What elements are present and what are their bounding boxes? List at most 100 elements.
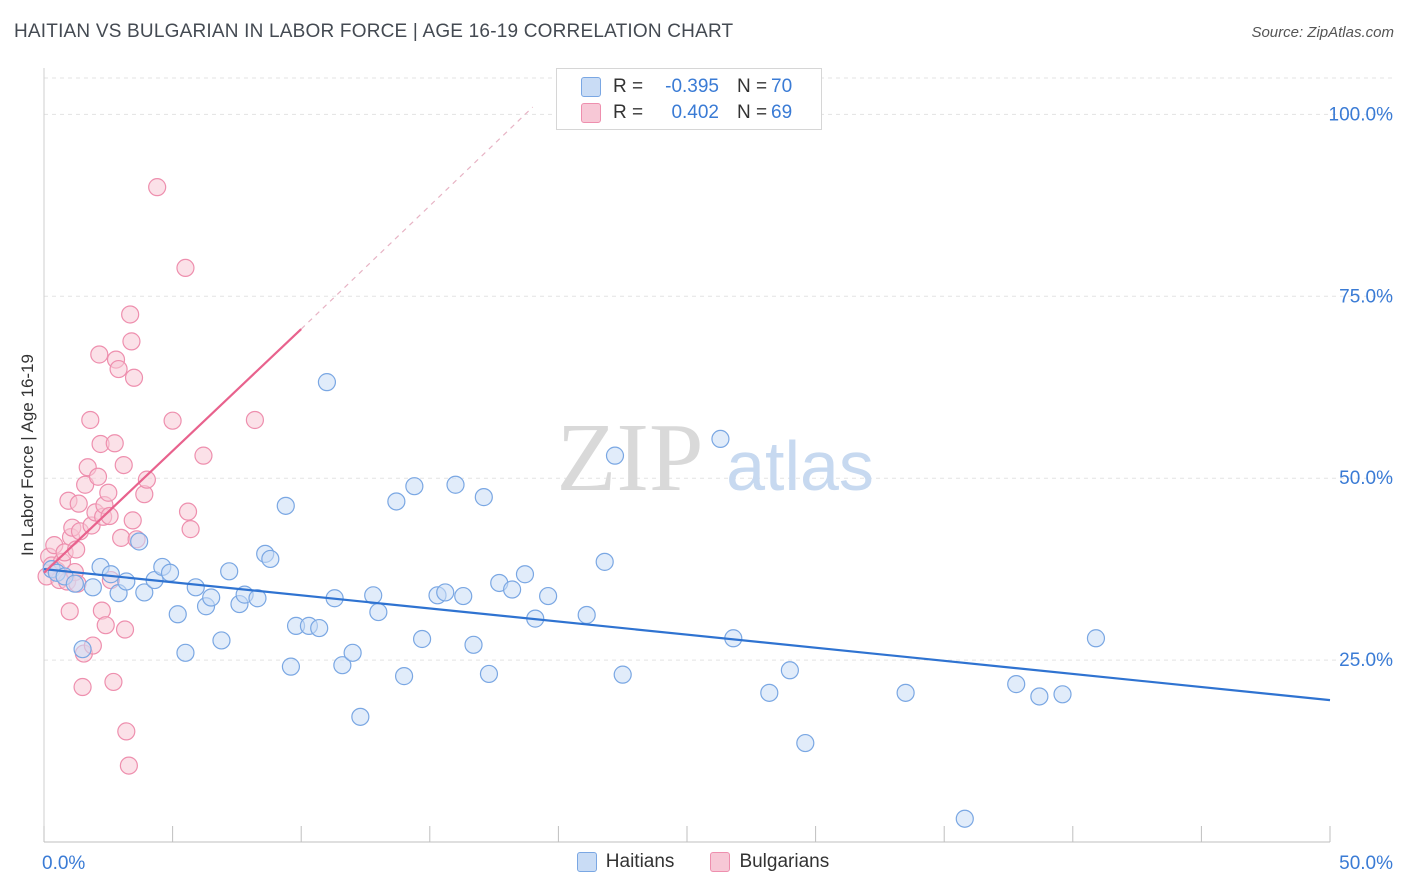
haitian-point — [405, 477, 424, 496]
haitian-point — [464, 635, 483, 654]
haitian-point — [351, 707, 370, 726]
haitian-point — [186, 578, 205, 597]
source-credit: Source: ZipAtlas.com — [1251, 24, 1394, 41]
bulgarian-point — [96, 616, 115, 635]
x-tick-label: 0.0% — [42, 853, 85, 874]
haitian-point — [446, 475, 465, 494]
bulgarian-points — [37, 178, 265, 775]
haitian-point — [454, 586, 473, 606]
y-tick-label: 100.0% — [1329, 104, 1394, 125]
haitian-point — [515, 565, 535, 584]
tick-labels: 25.0% 50.0% 75.0% 100.0% 0.0% 50.0% — [42, 104, 1393, 874]
bulgarian-point — [81, 410, 100, 430]
haitian-point — [343, 643, 362, 662]
n-label: N = — [737, 102, 768, 123]
r-value: 0.402 — [671, 102, 719, 123]
bulgarian-swatch — [581, 103, 601, 123]
haitian-point — [310, 618, 329, 638]
chart-title: HAITIAN VS BULGARIAN IN LABOR FORCE | AG… — [14, 21, 734, 42]
haitian-point — [394, 667, 414, 686]
haitian-point — [595, 552, 614, 571]
bulgarian-point — [194, 446, 213, 465]
bulgarian-point — [99, 483, 118, 502]
watermark-zip: ZIP — [557, 404, 704, 512]
bulgarian-point — [119, 756, 138, 775]
haitian-point — [1007, 675, 1026, 694]
haitian-point — [220, 562, 239, 581]
haitian-point — [412, 629, 432, 649]
bulgarian-point — [109, 359, 128, 379]
n-label: N = — [737, 76, 768, 97]
bulgarian-trend-extension — [300, 106, 534, 330]
haitian-point — [796, 733, 815, 753]
stats-row-haitians: R = -0.395 N = 70 — [581, 74, 792, 100]
haitian-point — [474, 488, 493, 507]
haitian-point — [436, 583, 455, 602]
haitian-point — [955, 809, 974, 828]
haitian-point — [896, 683, 915, 702]
haitian-point — [1053, 685, 1072, 704]
correlation-stats-box: R = -0.395 N = 70 R = 0.402 N = 69 — [556, 68, 822, 130]
grid-layer — [44, 77, 1392, 661]
haitian-point — [539, 586, 558, 606]
bulgarian-point — [114, 455, 133, 475]
bulgarian-point — [73, 677, 92, 697]
r-value: -0.395 — [665, 76, 719, 97]
bulgarian-point — [88, 467, 108, 486]
bulgarian-point — [100, 506, 119, 526]
bulgarian-point — [123, 511, 142, 530]
bulgarian-point — [76, 475, 95, 494]
bulgarian-point — [115, 620, 135, 639]
haitian-point — [503, 580, 522, 599]
haitian-trend-line — [43, 568, 1331, 702]
haitian-point — [83, 578, 102, 597]
haitian-point — [479, 664, 499, 684]
n-value: 69 — [771, 102, 793, 123]
bulgarian-point — [69, 494, 88, 513]
n-value: 70 — [771, 76, 793, 97]
bulgarian-point — [178, 502, 198, 521]
chart-legend: Haitians Bulgarians — [0, 851, 1406, 873]
bulgarian-swatch — [710, 852, 731, 872]
axis-layer — [43, 68, 1331, 843]
bulgarian-point — [245, 410, 265, 430]
haitian-point — [135, 583, 154, 602]
r-label: R = — [613, 102, 644, 123]
haitian-point — [160, 563, 180, 582]
bulgarian-point — [176, 258, 195, 278]
haitian-point — [760, 683, 779, 702]
haitian-point — [261, 549, 280, 569]
haitian-point — [364, 586, 383, 605]
haitian-point — [780, 661, 799, 680]
bulgarian-point — [148, 178, 167, 197]
y-tick-label: 50.0% — [1339, 468, 1393, 489]
bulgarian-point — [60, 602, 79, 621]
haitian-point — [281, 657, 301, 676]
haitian-point — [168, 605, 187, 624]
legend-label: Haitians — [605, 851, 675, 872]
haitian-point — [130, 532, 149, 551]
bulgarian-point — [104, 672, 123, 692]
haitian-point — [711, 429, 730, 448]
bulgarian-point — [137, 470, 156, 489]
y-tick-label: 75.0% — [1339, 286, 1393, 307]
haitian-point — [202, 588, 221, 607]
legend-item-bulgarians: Bulgarians — [710, 851, 829, 873]
bulgarian-point — [122, 332, 141, 351]
bulgarian-point — [163, 411, 182, 430]
bulgarian-point — [121, 305, 140, 324]
haitian-point — [333, 656, 352, 675]
haitian-point — [317, 373, 337, 392]
bulgarian-point — [90, 345, 109, 364]
haitian-point — [248, 589, 267, 608]
bulgarian-point — [181, 520, 200, 539]
haitian-point — [1030, 687, 1049, 706]
r-label: R = — [613, 76, 644, 97]
haitian-point — [605, 446, 625, 465]
bulgarian-point — [112, 528, 131, 547]
bulgarian-point — [124, 368, 144, 387]
stats-row-bulgarians: R = 0.402 N = 69 — [581, 100, 792, 126]
haitian-point — [65, 574, 84, 593]
haitian-points — [42, 373, 1106, 828]
x-tick-label: 50.0% — [1339, 853, 1393, 874]
